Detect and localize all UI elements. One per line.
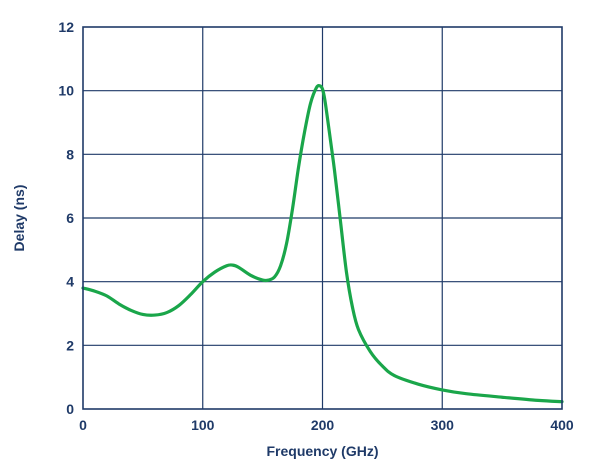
x-tick-label: 0 [79, 417, 87, 433]
y-tick-label: 4 [66, 274, 74, 290]
delay-series-line [81, 83, 564, 404]
tick-labels: 0 100 200 300 400 0 2 4 6 8 10 12 [58, 19, 573, 433]
x-tick-label: 200 [311, 417, 335, 433]
x-tick-label: 400 [550, 417, 574, 433]
x-tick-label: 100 [191, 417, 215, 433]
y-tick-label: 8 [66, 146, 74, 162]
grid-lines [83, 27, 562, 409]
y-tick-label: 6 [66, 210, 74, 226]
y-tick-label: 0 [66, 401, 74, 417]
plot-frame [82, 26, 563, 410]
series-layer [81, 83, 564, 404]
y-tick-label: 10 [58, 83, 74, 99]
x-tick-label: 300 [431, 417, 455, 433]
y-tick-label: 12 [58, 19, 74, 35]
y-tick-label: 2 [66, 337, 74, 353]
x-axis-title: Frequency (GHz) [266, 443, 378, 459]
y-axis-title: Delay (ns) [11, 185, 27, 252]
plot-area-border [82, 26, 563, 410]
